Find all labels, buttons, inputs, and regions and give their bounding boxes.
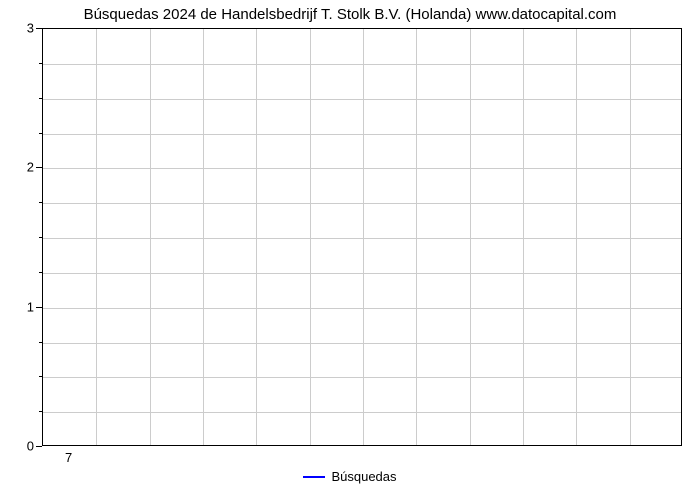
gridline-horizontal (43, 134, 681, 135)
legend-label: Búsquedas (331, 469, 396, 484)
gridline-vertical (630, 29, 631, 445)
gridline-horizontal (43, 343, 681, 344)
plot-area (42, 28, 682, 446)
y-tick-label: 2 (16, 160, 34, 175)
gridline-horizontal (43, 308, 681, 309)
gridline-horizontal (43, 99, 681, 100)
y-minor-tick (39, 411, 42, 412)
y-major-tick (36, 307, 42, 308)
x-tick-label: 7 (65, 450, 72, 465)
gridline-horizontal (43, 64, 681, 65)
gridline-vertical (576, 29, 577, 445)
y-minor-tick (39, 237, 42, 238)
legend-line (303, 476, 325, 478)
gridline-horizontal (43, 168, 681, 169)
gridline-vertical (416, 29, 417, 445)
gridline-vertical (96, 29, 97, 445)
chart-container: Búsquedas 2024 de Handelsbedrijf T. Stol… (0, 0, 700, 500)
y-minor-tick (39, 376, 42, 377)
gridline-vertical (363, 29, 364, 445)
gridline-vertical (470, 29, 471, 445)
gridline-vertical (523, 29, 524, 445)
gridline-horizontal (43, 273, 681, 274)
gridline-vertical (256, 29, 257, 445)
y-minor-tick (39, 272, 42, 273)
gridline-horizontal (43, 412, 681, 413)
gridline-vertical (150, 29, 151, 445)
y-major-tick (36, 28, 42, 29)
gridline-horizontal (43, 377, 681, 378)
gridline-horizontal (43, 238, 681, 239)
y-tick-label: 0 (16, 439, 34, 454)
y-minor-tick (39, 98, 42, 99)
y-major-tick (36, 446, 42, 447)
y-major-tick (36, 167, 42, 168)
y-tick-label: 3 (16, 21, 34, 36)
chart-title: Búsquedas 2024 de Handelsbedrijf T. Stol… (0, 6, 700, 23)
gridline-vertical (203, 29, 204, 445)
y-tick-label: 1 (16, 299, 34, 314)
gridline-vertical (310, 29, 311, 445)
gridline-horizontal (43, 203, 681, 204)
y-minor-tick (39, 202, 42, 203)
y-minor-tick (39, 133, 42, 134)
legend: Búsquedas (0, 468, 700, 484)
y-minor-tick (39, 63, 42, 64)
y-minor-tick (39, 342, 42, 343)
